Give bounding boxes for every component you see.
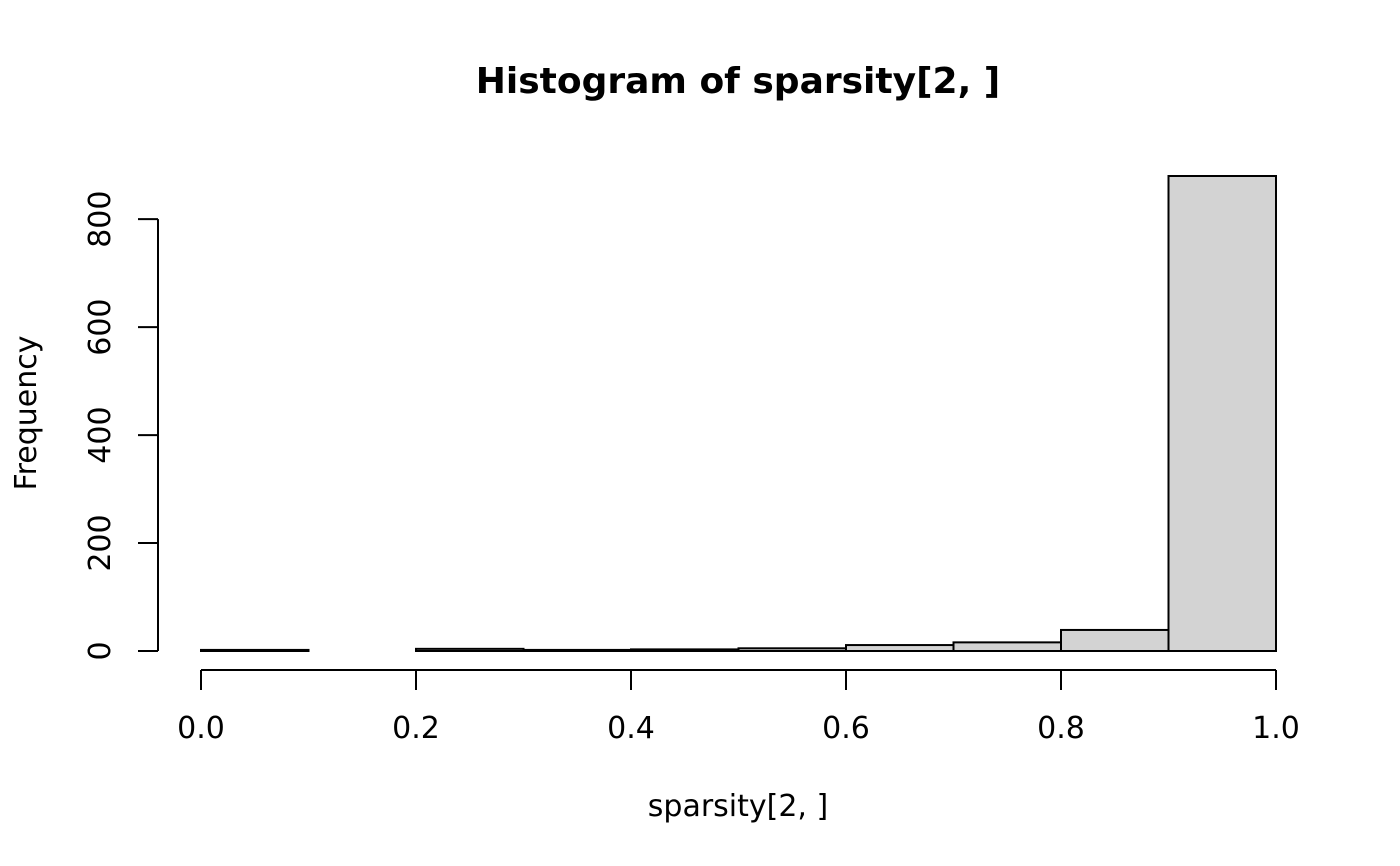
histogram-bar-8: [1060, 628, 1170, 652]
histogram-bar-0: [200, 648, 310, 653]
y-tick-label-2: 400: [83, 406, 118, 463]
x-tick-label-1: 0.2: [392, 711, 440, 746]
histogram-bar-3: [522, 648, 632, 653]
histogram-bar-6: [845, 644, 955, 652]
x-tick-label-4: 0.8: [1037, 711, 1085, 746]
x-tick-label-0: 0.0: [177, 711, 225, 746]
y-tick-label-3: 600: [83, 299, 118, 356]
histogram-bar-9: [1167, 175, 1277, 652]
x-axis-label: sparsity[2, ]: [648, 789, 828, 824]
y-axis-label: Frequency: [9, 336, 44, 491]
x-tick-label-2: 0.4: [607, 711, 655, 746]
histogram-bar-7: [952, 641, 1062, 653]
y-tick-label-4: 800: [83, 191, 118, 248]
y-tick-label-1: 200: [83, 514, 118, 571]
x-tick-label-3: 0.6: [822, 711, 870, 746]
histogram-bar-2: [415, 647, 525, 652]
chart-title: Histogram of sparsity[2, ]: [476, 61, 1000, 102]
x-axis: 0.0 0.2 0.4 0.6 0.8 1.0: [177, 669, 1300, 746]
histogram-bar-4: [630, 648, 740, 652]
y-tick-label-0: 0: [83, 641, 118, 660]
histogram-bar-5: [737, 647, 847, 653]
y-axis: 0 200 400 600 800: [83, 191, 159, 661]
bars-group: [200, 175, 1277, 653]
x-tick-label-5: 1.0: [1252, 711, 1300, 746]
